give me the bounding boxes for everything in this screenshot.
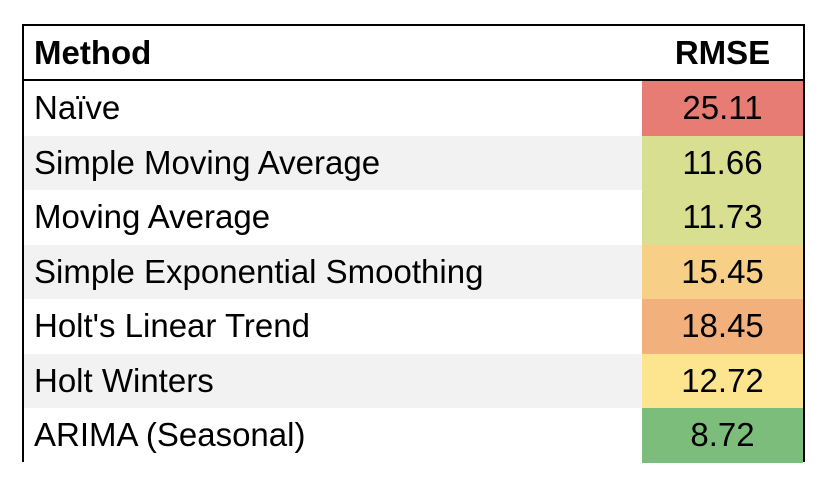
table-row: ARIMA (Seasonal) 8.72 bbox=[24, 408, 803, 463]
method-cell: Simple Moving Average bbox=[24, 135, 642, 190]
rmse-cell: 11.66 bbox=[642, 135, 803, 190]
table-row: Simple Exponential Smoothing 15.45 bbox=[24, 244, 803, 299]
table-row: Simple Moving Average 11.66 bbox=[24, 135, 803, 190]
rmse-table: Method RMSE Naïve 25.11 Simple Moving Aver… bbox=[22, 24, 805, 463]
table-row: Holt's Linear Trend 18.45 bbox=[24, 299, 803, 354]
header-method: Method bbox=[34, 33, 152, 71]
table-row: Naïve 25.11 bbox=[24, 81, 803, 136]
header-rmse: RMSE bbox=[674, 33, 771, 71]
rmse-cell: 8.72 bbox=[642, 408, 803, 463]
rmse-cell: 11.73 bbox=[642, 190, 803, 245]
method-cell: Simple Exponential Smoothing bbox=[24, 244, 642, 299]
method-cell: Moving Average bbox=[24, 190, 642, 245]
table-body: Naïve 25.11 Simple Moving Average 11.66 Movi… bbox=[24, 81, 803, 463]
method-cell: ARIMA (Seasonal) bbox=[24, 408, 642, 463]
rmse-cell: 12.72 bbox=[642, 353, 803, 408]
method-cell: Holt Winters bbox=[24, 353, 642, 408]
rmse-cell: 15.45 bbox=[642, 244, 803, 299]
rmse-cell: 18.45 bbox=[642, 299, 803, 354]
table-header-row: Method RMSE bbox=[24, 26, 803, 81]
table-row: Moving Average 11.73 bbox=[24, 190, 803, 245]
rmse-cell: 25.11 bbox=[642, 81, 803, 136]
method-cell: Naïve bbox=[24, 81, 642, 136]
table-row: Holt Winters 12.72 bbox=[24, 353, 803, 408]
method-cell: Holt's Linear Trend bbox=[24, 299, 642, 354]
